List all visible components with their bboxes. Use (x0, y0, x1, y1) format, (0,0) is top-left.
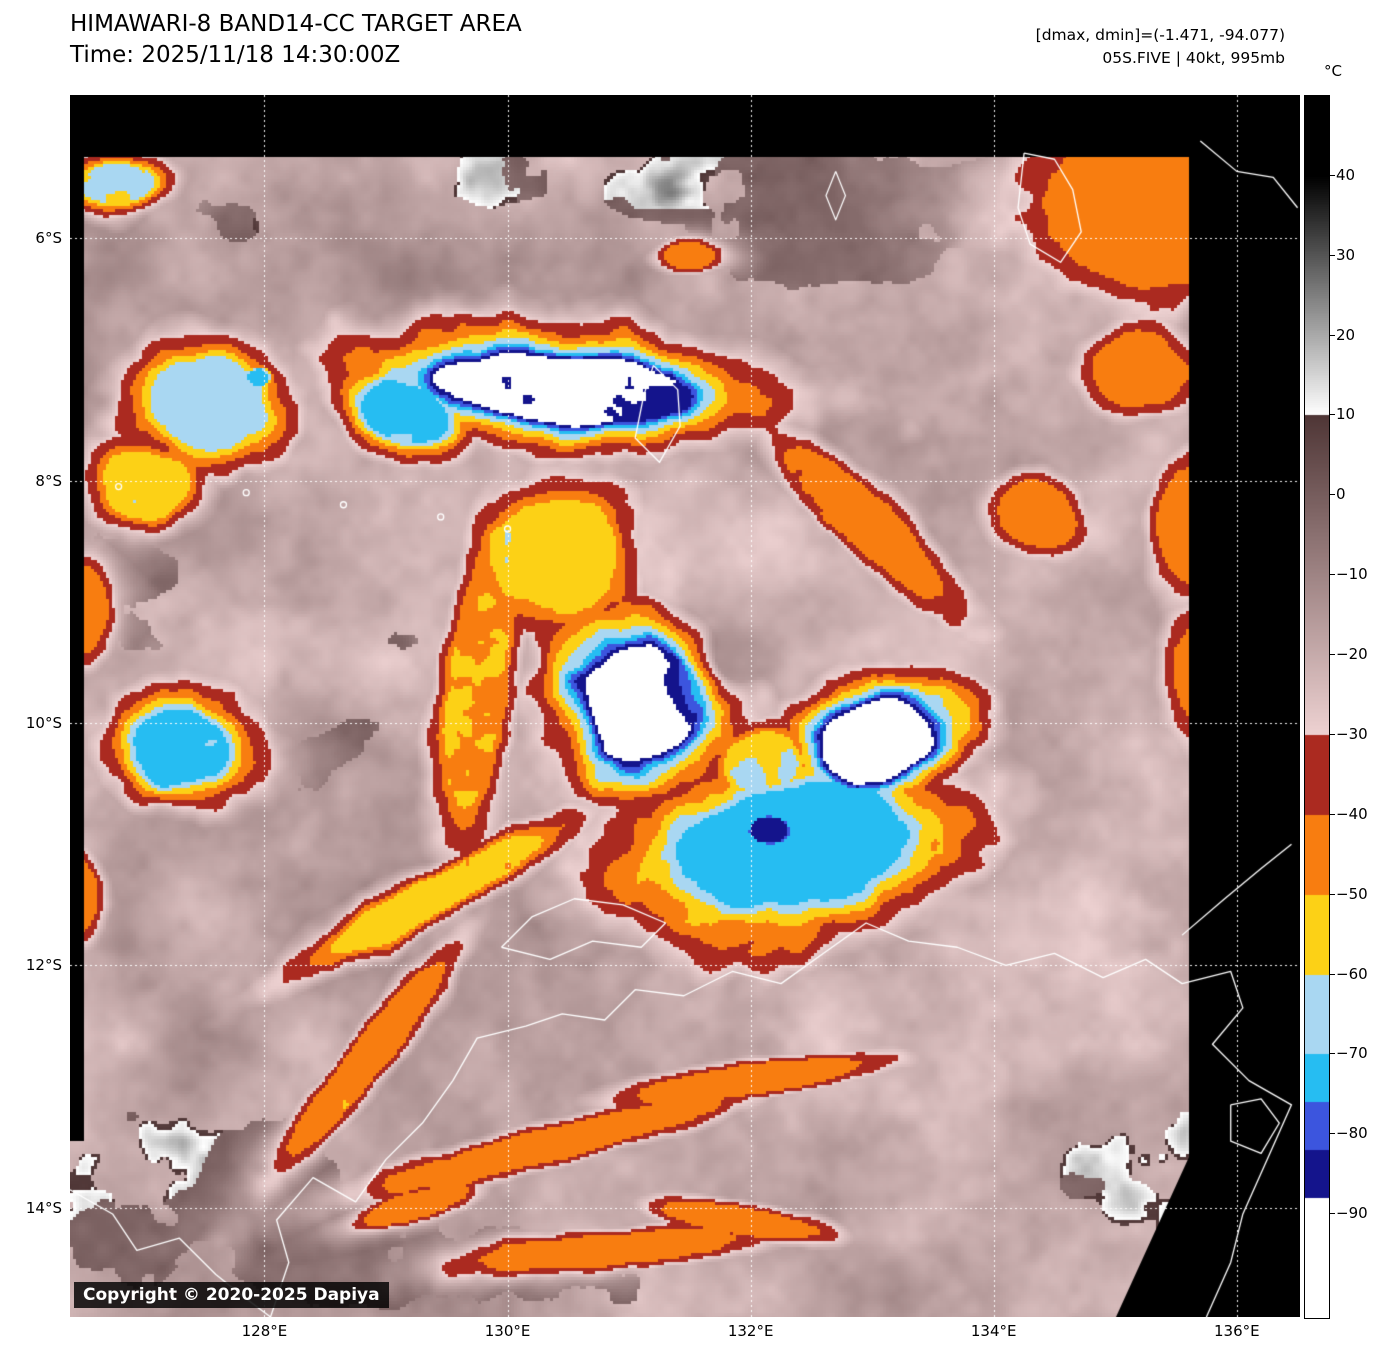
colorbar-tick-label: −90 (1336, 1204, 1368, 1223)
colorbar-unit-label: °C (1324, 62, 1342, 80)
colorbar-tick-mark (1330, 1053, 1335, 1055)
y-tick-label: 14°S (25, 1198, 62, 1217)
colorbar-tick-label: −20 (1336, 645, 1368, 664)
storm-info-annotation: 05S.FIVE | 40kt, 995mb (1102, 49, 1285, 67)
satellite-map-image (70, 95, 1300, 1317)
colorbar-tick-label: −50 (1336, 884, 1368, 903)
colorbar-tick-mark (1330, 174, 1335, 176)
colorbar-tick-mark (1330, 574, 1335, 576)
colorbar-tick-label: 20 (1336, 325, 1356, 344)
colorbar-tick-mark (1330, 494, 1335, 496)
y-tick-label: 8°S (35, 471, 62, 490)
x-tick-label: 130°E (484, 1322, 531, 1340)
colorbar-tick-label: −30 (1336, 724, 1368, 743)
colorbar-tick-label: −80 (1336, 1124, 1368, 1143)
colorbar-tick-mark (1330, 414, 1335, 416)
x-tick-label: 128°E (241, 1322, 288, 1340)
x-tick-label: 134°E (970, 1322, 1017, 1340)
colorbar-tick-mark (1330, 654, 1335, 656)
colorbar-tick-label: −70 (1336, 1044, 1368, 1063)
y-tick-label: 10°S (25, 713, 62, 732)
colorbar-tick-label: −60 (1336, 964, 1368, 983)
colorbar-tick-mark (1330, 733, 1335, 735)
copyright-label: Copyright © 2020-2025 Dapiya (74, 1282, 389, 1308)
x-tick-label: 132°E (727, 1322, 774, 1340)
figure-timestamp: Time: 2025/11/18 14:30:00Z (70, 42, 401, 68)
dmax-dmin-annotation: [dmax, dmin]=(-1.471, -94.077) (1035, 26, 1285, 44)
y-tick-label: 12°S (25, 956, 62, 975)
colorbar-tick-mark (1330, 334, 1335, 336)
colorbar-tick-mark (1330, 1133, 1335, 1135)
colorbar-tick-mark (1330, 893, 1335, 895)
x-tick-label: 136°E (1213, 1322, 1260, 1340)
colorbar-tick-label: 40 (1336, 165, 1356, 184)
colorbar (1304, 95, 1330, 1319)
colorbar-tick-label: 30 (1336, 245, 1356, 264)
colorbar-tick-label: 0 (1336, 485, 1346, 504)
colorbar-tick-label: 10 (1336, 405, 1356, 424)
y-tick-label: 6°S (35, 229, 62, 248)
colorbar-tick-mark (1330, 254, 1335, 256)
figure-title: HIMAWARI-8 BAND14-CC TARGET AREA (70, 11, 522, 37)
colorbar-tick-mark (1330, 973, 1335, 975)
colorbar-tick-mark (1330, 1213, 1335, 1215)
colorbar-tick-mark (1330, 813, 1335, 815)
colorbar-tick-label: −40 (1336, 804, 1368, 823)
colorbar-tick-label: −10 (1336, 565, 1368, 584)
